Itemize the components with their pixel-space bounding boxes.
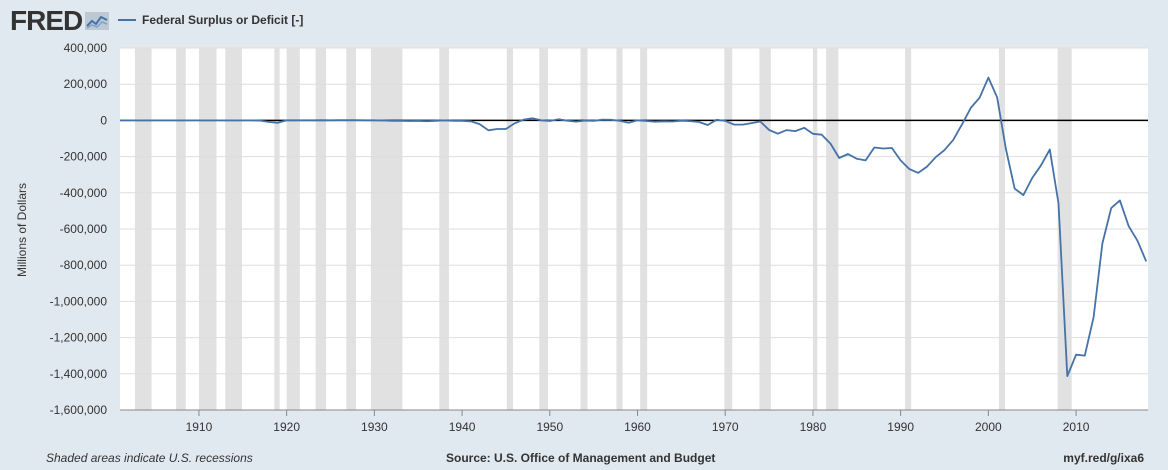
y-tick-label: -600,000	[60, 222, 108, 236]
x-tick-label: 1920	[273, 420, 300, 434]
fred-logo[interactable]: FRED	[10, 5, 110, 36]
y-tick-label: -1,200,000	[50, 331, 108, 345]
y-tick-label: 200,000	[64, 77, 108, 91]
series-line-0	[120, 76, 1148, 378]
y-tick-label: -800,000	[60, 258, 108, 272]
x-tick-label: 1940	[449, 420, 476, 434]
y-tick-label: -1,000,000	[50, 294, 108, 308]
recession-note: Shaded areas indicate U.S. recessions	[46, 451, 253, 465]
y-tick-label: -1,600,000	[50, 403, 108, 417]
short-link[interactable]: myf.red/g/ixa6	[1063, 451, 1144, 465]
chart-header: FRED Federal Surplus or Deficit [-]	[0, 0, 1168, 44]
x-tick-label: 2010	[1063, 420, 1090, 434]
x-tick-label: 1990	[887, 420, 914, 434]
x-tick-label: 1930	[361, 420, 388, 434]
fred-logo-text: FRED	[10, 5, 83, 36]
y-tick-label: -200,000	[60, 150, 108, 164]
fred-chart-icon	[85, 12, 110, 30]
x-tick-label: 2000	[975, 420, 1002, 434]
x-tick-label: 1980	[800, 420, 827, 434]
x-tick-label: 1950	[536, 420, 563, 434]
x-tick-label: 1960	[624, 420, 651, 434]
legend-swatch	[118, 19, 136, 21]
y-tick-label: -400,000	[60, 186, 108, 200]
y-tick-label: 400,000	[64, 41, 108, 55]
y-tick-label: 0	[100, 113, 107, 127]
source-note: Source: U.S. Office of Management and Bu…	[446, 451, 716, 465]
y-tick-label: -1,400,000	[50, 367, 108, 381]
legend-label: Federal Surplus or Deficit [-]	[142, 13, 304, 27]
x-tick-label: 1910	[186, 420, 213, 434]
legend[interactable]: Federal Surplus or Deficit [-]	[118, 13, 303, 27]
y-axis-label: Millions of Dollars	[15, 183, 29, 277]
x-tick-label: 1970	[712, 420, 739, 434]
